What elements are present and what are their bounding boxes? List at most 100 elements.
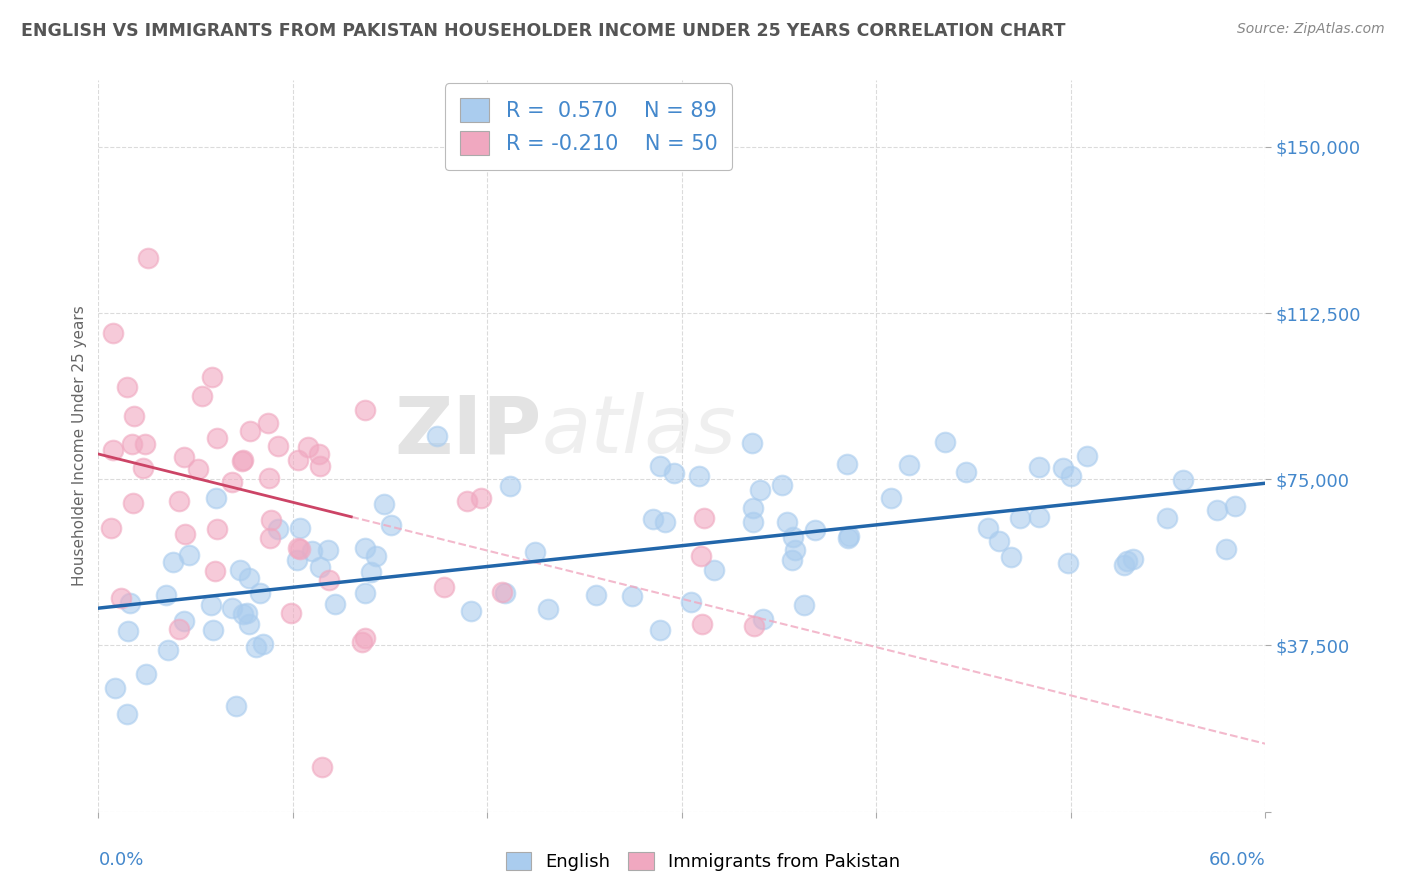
Point [977,521,1000,535]
Point [426,429,449,443]
Point [134,437,156,451]
Point [897,458,920,472]
Text: ENGLISH VS IMMIGRANTS FROM PAKISTAN HOUSEHOLDER INCOME UNDER 25 YEARS CORRELATIO: ENGLISH VS IMMIGRANTS FROM PAKISTAN HOUS… [21,22,1066,40]
Point [287,452,309,467]
Point [1112,558,1135,572]
Point [239,425,262,439]
Point [620,590,643,604]
Point [934,434,956,449]
Point [770,478,793,492]
Point [100,521,122,535]
Legend: English, Immigrants from Pakistan: English, Immigrants from Pakistan [499,845,907,879]
Point [353,632,375,646]
Point [775,515,797,529]
Point [643,512,665,526]
Point [221,475,243,490]
Point [132,461,155,475]
Point [744,618,766,632]
Point [204,491,226,505]
Point [138,251,160,265]
Point [238,616,260,631]
Point [288,541,311,556]
Point [308,560,330,574]
Point [259,531,281,545]
Point [280,606,302,620]
Point [252,637,274,651]
Point [256,416,278,430]
Point [221,601,243,615]
Point [204,564,226,578]
Text: 0.0%: 0.0% [98,851,143,869]
Point [232,452,254,467]
Point [257,471,280,485]
Point [301,543,323,558]
Point [1156,510,1178,524]
Point [174,526,197,541]
Point [122,496,145,510]
Point [650,459,672,474]
Point [1215,541,1237,556]
Point [460,604,482,618]
Point [191,389,214,403]
Y-axis label: Householder Income Under 25 years: Householder Income Under 25 years [72,306,87,586]
Point [202,623,225,637]
Point [1008,510,1031,524]
Point [205,431,228,445]
Point [793,598,815,612]
Point [662,466,685,480]
Point [470,491,492,506]
Point [225,699,247,714]
Point [245,640,267,654]
Point [353,541,375,556]
Point [101,443,124,458]
Point [1028,510,1050,524]
Point [101,326,124,340]
Point [122,409,145,424]
Point [373,497,395,511]
Point [1223,499,1246,513]
Point [433,580,456,594]
Point [654,515,676,529]
Point [104,681,127,695]
Point [288,521,311,535]
Point [1057,556,1080,570]
Point [1115,554,1137,568]
Point [155,588,177,602]
Point [287,541,309,555]
Point [316,543,339,558]
Legend: R =  0.570    N = 89, R = -0.210    N = 50: R = 0.570 N = 89, R = -0.210 N = 50 [446,83,733,170]
Point [157,643,180,657]
Point [804,523,827,537]
Point [1052,460,1074,475]
Point [1206,503,1229,517]
Point [689,549,711,564]
Point [650,623,672,637]
Point [491,585,513,599]
Point [162,555,184,569]
Point [231,454,253,468]
Point [266,522,288,536]
Text: ZIP: ZIP [395,392,541,470]
Point [494,585,516,599]
Point [703,563,725,577]
Point [742,501,765,516]
Point [1028,459,1050,474]
Point [837,531,859,545]
Point [167,494,190,508]
Point [456,493,478,508]
Point [380,517,402,532]
Point [200,598,222,612]
Point [323,597,346,611]
Point [838,529,860,543]
Point [353,586,375,600]
Point [782,530,804,544]
Point [235,607,257,621]
Point [229,563,252,577]
Point [115,380,138,394]
Point [1173,474,1195,488]
Point [692,511,714,525]
Point [537,602,560,616]
Point [173,615,195,629]
Point [585,588,607,602]
Point [741,436,763,450]
